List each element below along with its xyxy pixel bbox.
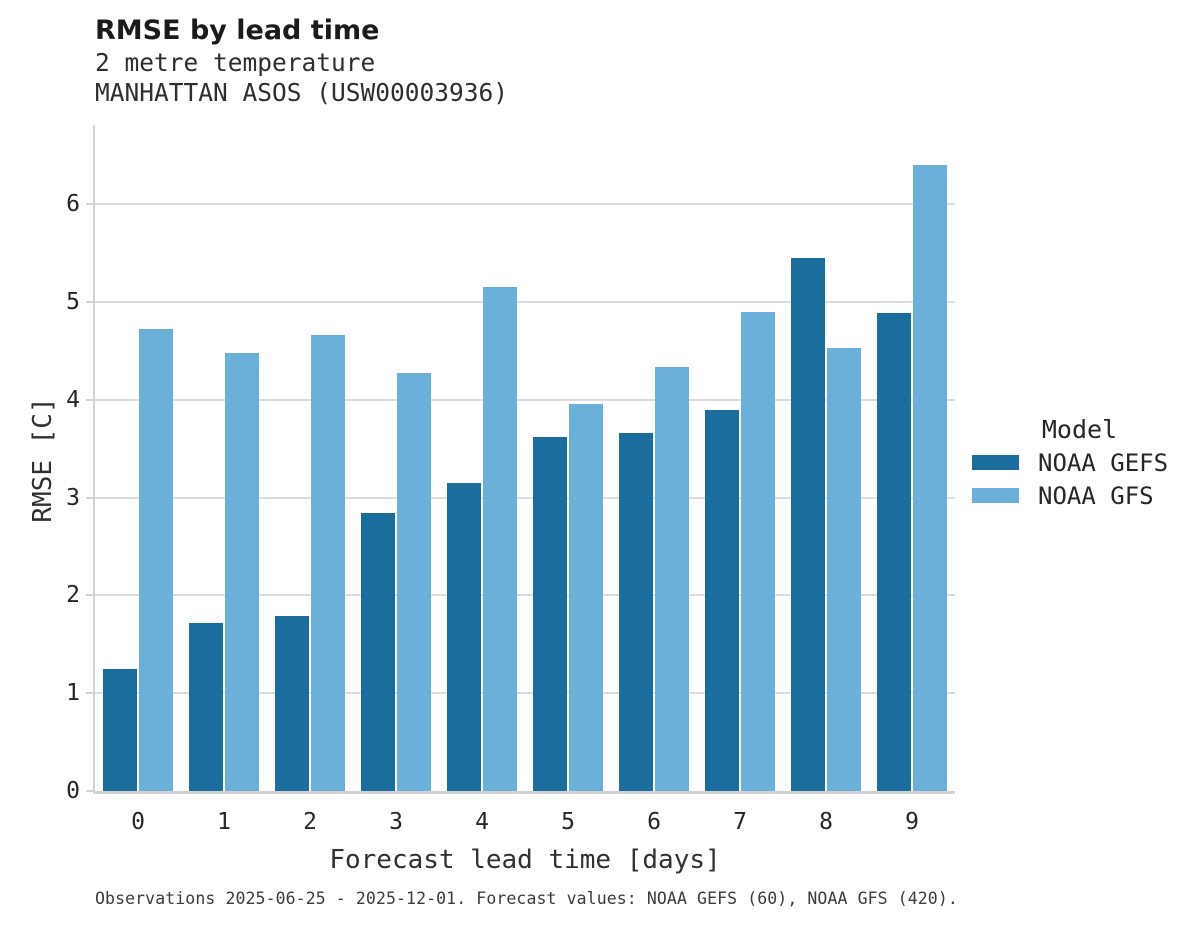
legend-label-noaa-gefs: NOAA GEFS [1038, 448, 1169, 477]
y-tick-mark-4 [86, 398, 95, 401]
y-tick-label-6: 6 [66, 191, 80, 218]
x-tick-label-0: 0 [131, 809, 145, 835]
bar-noaa-gefs-lead-7 [705, 410, 739, 791]
x-axis-line [93, 791, 955, 794]
y-tick-label-0: 0 [66, 778, 80, 804]
y-tick-label-2: 2 [66, 582, 80, 609]
gridline-y-6 [95, 203, 955, 206]
bar-noaa-gefs-lead-2 [275, 616, 309, 791]
y-tick-label-3: 3 [66, 484, 80, 511]
legend-item-noaa-gefs: NOAA GEFS [972, 446, 1187, 479]
y-tick-label-1: 1 [66, 680, 80, 707]
legend-item-noaa-gfs: NOAA GFS [972, 479, 1187, 512]
bar-noaa-gfs-lead-8 [827, 348, 861, 791]
y-tick-mark-6 [86, 203, 95, 206]
bar-noaa-gfs-lead-0 [139, 329, 173, 791]
y-axis-line [93, 125, 95, 791]
caption: Observations 2025-06-25 - 2025-12-01. Fo… [95, 889, 958, 908]
bar-noaa-gfs-lead-7 [741, 312, 775, 791]
x-tick-label-5: 5 [561, 809, 575, 835]
y-tick-label-5: 5 [66, 289, 80, 315]
x-tick-label-8: 8 [819, 809, 833, 835]
bar-noaa-gfs-lead-4 [483, 287, 517, 791]
bar-noaa-gfs-lead-6 [655, 367, 689, 791]
gridline-y-1 [95, 692, 955, 695]
legend: Model NOAA GEFS NOAA GFS [972, 413, 1187, 512]
bar-noaa-gefs-lead-5 [533, 437, 567, 791]
x-axis-title: Forecast lead time [days] [329, 845, 721, 875]
x-tick-label-6: 6 [647, 809, 661, 835]
gridline-y-5 [95, 301, 955, 303]
bar-noaa-gefs-lead-6 [619, 433, 653, 791]
bar-noaa-gfs-lead-5 [569, 404, 603, 791]
gridline-y-2 [95, 594, 955, 597]
bar-noaa-gefs-lead-4 [447, 483, 481, 791]
x-tick-label-3: 3 [389, 809, 403, 835]
x-tick-label-7: 7 [733, 809, 747, 835]
y-tick-label-4: 4 [66, 386, 80, 413]
gridline-y-3 [95, 496, 955, 499]
y-tick-mark-5 [86, 301, 95, 303]
chart-title: RMSE by lead time [95, 15, 380, 46]
legend-label-noaa-gfs: NOAA GFS [1038, 481, 1154, 510]
bar-noaa-gfs-lead-2 [311, 335, 345, 791]
chart-subtitle-station: MANHATTAN ASOS (USW00003936) [95, 78, 509, 107]
y-tick-mark-0 [86, 790, 95, 792]
x-tick-label-9: 9 [905, 809, 919, 835]
x-tick-label-1: 1 [217, 809, 231, 835]
legend-swatch-noaa-gfs [972, 488, 1019, 503]
y-tick-mark-2 [86, 594, 95, 597]
bar-noaa-gefs-lead-3 [361, 513, 395, 791]
bar-noaa-gfs-lead-3 [397, 373, 431, 791]
bar-noaa-gefs-lead-8 [791, 258, 825, 791]
plot-area: 0 1 2 3 4 5 6 0 1 2 3 4 5 6 7 8 9 [66, 125, 955, 835]
chart-subtitle-variable: 2 metre temperature [95, 48, 376, 77]
y-tick-mark-3 [86, 496, 95, 499]
legend-title: Model [1041, 415, 1118, 444]
bar-noaa-gefs-lead-0 [103, 669, 137, 791]
x-tick-label-4: 4 [475, 809, 489, 835]
bar-noaa-gfs-lead-9 [913, 165, 947, 791]
bar-noaa-gefs-lead-1 [189, 623, 223, 791]
bar-noaa-gefs-lead-9 [877, 313, 911, 791]
bar-noaa-gfs-lead-1 [225, 353, 259, 791]
legend-swatch-noaa-gefs [972, 455, 1019, 470]
x-tick-label-2: 2 [303, 809, 317, 835]
y-tick-mark-1 [86, 692, 95, 695]
gridline-y-4 [95, 398, 955, 401]
